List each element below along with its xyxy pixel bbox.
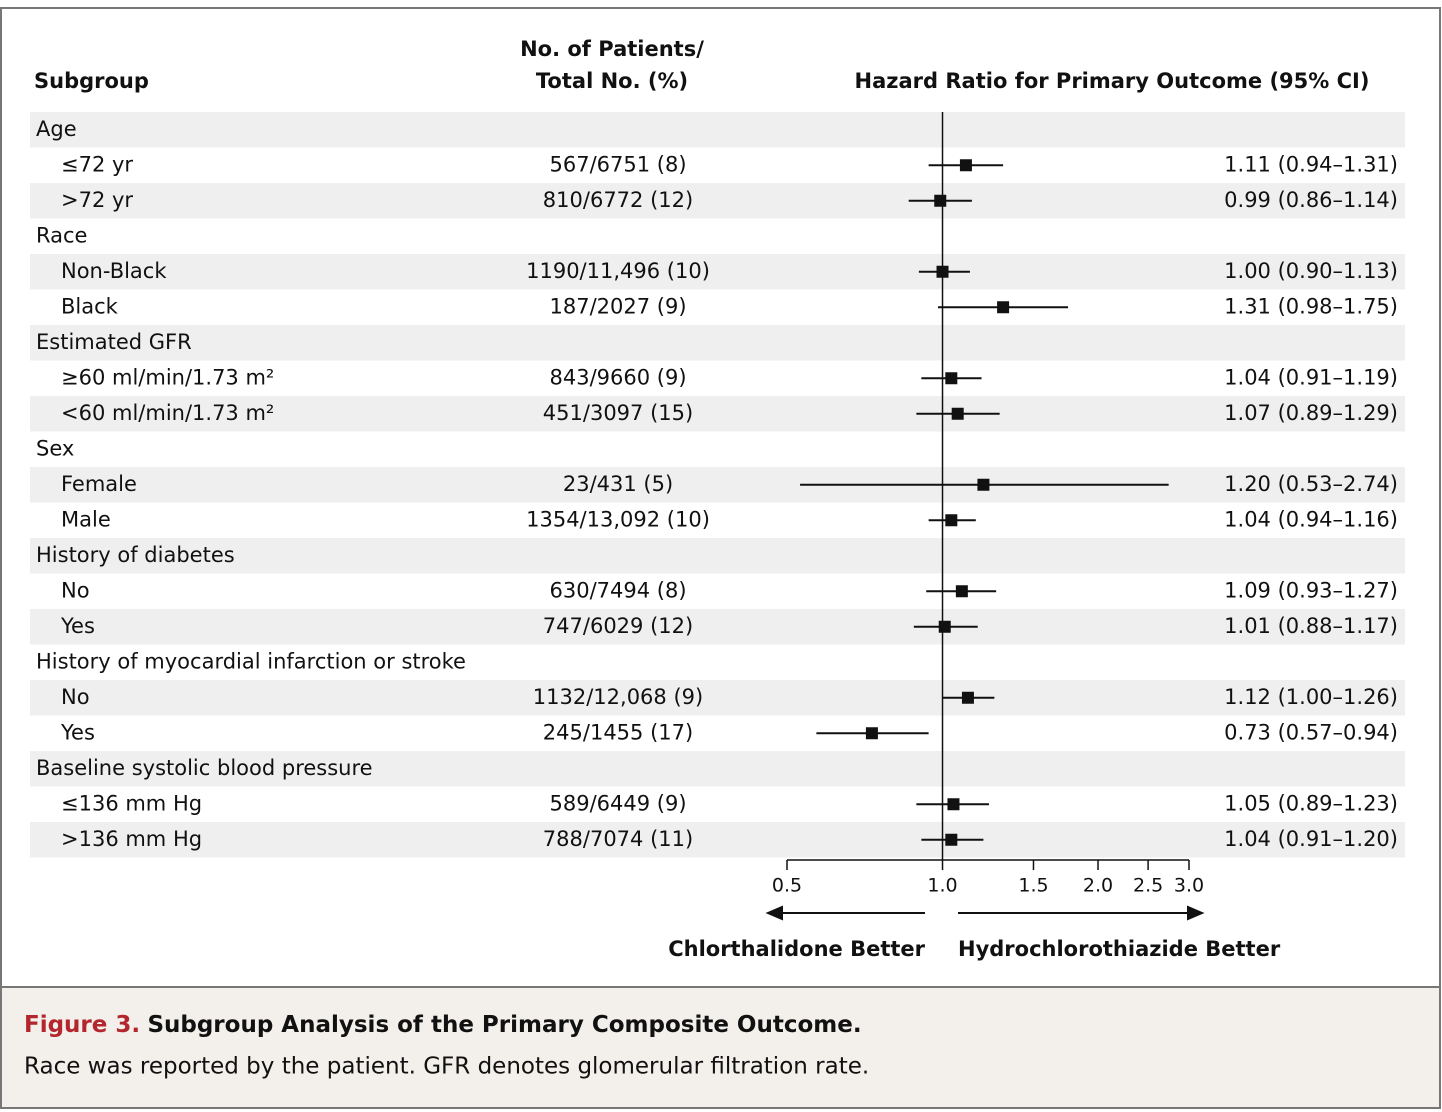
patients: 1132/12,068 (9) xyxy=(533,685,703,709)
effect-label: 1.12 (1.00–1.26) xyxy=(1224,685,1398,709)
row-label: >72 yr xyxy=(61,188,133,212)
point-estimate xyxy=(951,407,964,420)
effect-header: Hazard Ratio for Primary Outcome (95% CI… xyxy=(855,69,1370,93)
x-tick-label: 1.5 xyxy=(1018,875,1048,897)
row-shade xyxy=(30,751,1405,787)
row-label: No xyxy=(61,685,90,709)
point-estimate xyxy=(997,301,1010,314)
point-estimate xyxy=(961,691,974,704)
row-shade xyxy=(30,183,1405,219)
right-arrow xyxy=(958,905,1205,921)
patients: 1190/11,496 (10) xyxy=(526,259,710,283)
effect-label: 0.73 (0.57–0.94) xyxy=(1224,720,1398,744)
patients: 843/9660 (9) xyxy=(549,365,686,389)
effect-label: 1.31 (0.98–1.75) xyxy=(1224,294,1398,318)
row-shade xyxy=(30,396,1405,432)
point-estimate xyxy=(945,514,958,527)
point-estimate xyxy=(955,585,968,598)
x-tick-label: 0.5 xyxy=(772,875,802,897)
row-shade xyxy=(30,680,1405,716)
figure-title: Subgroup Analysis of the Primary Composi… xyxy=(147,1012,861,1038)
row-label: Yes xyxy=(60,720,95,744)
row-shade xyxy=(30,609,1405,645)
left-label: Chlorthalidone Better xyxy=(668,937,925,961)
row-label: ≤136 mm Hg xyxy=(61,791,202,815)
effect-label: 1.11 (0.94–1.31) xyxy=(1224,152,1398,176)
group-label: Estimated GFR xyxy=(36,330,192,354)
plot: Age ≤72 yr 567/6751 (8) 1.11 (0.94–1.31) >72… xyxy=(30,112,1405,897)
row-label: Yes xyxy=(60,614,95,638)
patients: 747/6029 (12) xyxy=(543,614,693,638)
point-estimate xyxy=(938,620,951,633)
figure-label: Figure 3. xyxy=(24,1012,140,1038)
point-estimate xyxy=(945,372,958,385)
point-estimate xyxy=(947,798,960,811)
patients: 23/431 (5) xyxy=(563,472,673,496)
point-estimate xyxy=(945,833,958,846)
effect-label: 1.05 (0.89–1.23) xyxy=(1224,791,1398,815)
patients: 589/6449 (9) xyxy=(549,791,686,815)
x-tick-label: 2.5 xyxy=(1133,875,1163,897)
row-label: ≤72 yr xyxy=(61,152,133,176)
effect-label: 1.09 (0.93–1.27) xyxy=(1224,578,1398,602)
group-label: Race xyxy=(36,223,87,247)
patients: 1354/13,092 (10) xyxy=(526,507,710,531)
patients-header: No. of Patients/ xyxy=(520,37,704,61)
group-label: Age xyxy=(36,117,77,141)
x-tick-label: 3.0 xyxy=(1174,875,1204,897)
rows: Age ≤72 yr 567/6751 (8) 1.11 (0.94–1.31) >72… xyxy=(30,112,1405,858)
effect-label: 1.04 (0.94–1.16) xyxy=(1224,507,1398,531)
patients: 451/3097 (15) xyxy=(543,401,693,425)
row-label: Non-Black xyxy=(61,259,167,283)
row-label: No xyxy=(61,578,90,602)
row-shade xyxy=(30,538,1405,574)
point-estimate xyxy=(977,478,990,491)
right-label: Hydrochlorothiazide Better xyxy=(958,937,1281,961)
row-label: Female xyxy=(61,472,137,496)
effect-label: 0.99 (0.86–1.14) xyxy=(1224,188,1398,212)
patients-header: Total No. (%) xyxy=(536,69,688,93)
row-label: >136 mm Hg xyxy=(61,827,202,851)
caption-text: Race was reported by the patient. GFR de… xyxy=(24,1054,869,1080)
row-shade xyxy=(30,325,1405,361)
row-label: Black xyxy=(61,294,119,318)
left-arrow xyxy=(765,905,925,921)
row-label: Male xyxy=(61,507,111,531)
x-tick-label: 2.0 xyxy=(1083,875,1113,897)
group-label: History of myocardial infarction or stro… xyxy=(36,649,466,673)
patients: 567/6751 (8) xyxy=(549,152,686,176)
patients: 630/7494 (8) xyxy=(549,578,686,602)
effect-label: 1.04 (0.91–1.20) xyxy=(1224,827,1398,851)
patients: 788/7074 (11) xyxy=(543,827,693,851)
group-label: Baseline systolic blood pressure xyxy=(36,756,373,780)
subgroup-header: Subgroup xyxy=(34,69,149,93)
effect-label: 1.04 (0.91–1.19) xyxy=(1224,365,1398,389)
patients: 187/2027 (9) xyxy=(549,294,686,318)
point-estimate xyxy=(959,159,972,172)
effect-label: 1.00 (0.90–1.13) xyxy=(1224,259,1398,283)
point-estimate xyxy=(934,194,947,207)
patients: 810/6772 (12) xyxy=(543,188,693,212)
caption-box xyxy=(0,986,1441,1109)
point-estimate xyxy=(865,727,878,740)
patients: 245/1455 (17) xyxy=(543,720,693,744)
x-tick-label: 1.0 xyxy=(927,875,957,897)
row-shade xyxy=(30,467,1405,503)
caption-heading: Figure 3. Subgroup Analysis of the Prima… xyxy=(24,1012,862,1038)
row-shade xyxy=(30,822,1405,858)
marks xyxy=(800,112,1169,860)
row-shade xyxy=(30,254,1405,290)
row-shade xyxy=(30,112,1405,148)
effect-label: 1.07 (0.89–1.29) xyxy=(1224,401,1398,425)
group-label: History of diabetes xyxy=(36,543,235,567)
effect-label: 1.01 (0.88–1.17) xyxy=(1224,614,1398,638)
row-label: <60 ml/min/1.73 m² xyxy=(61,401,274,425)
row-label: ≥60 ml/min/1.73 m² xyxy=(61,365,274,389)
effect-label: 1.20 (0.53–2.74) xyxy=(1224,472,1398,496)
group-label: Sex xyxy=(36,436,74,460)
